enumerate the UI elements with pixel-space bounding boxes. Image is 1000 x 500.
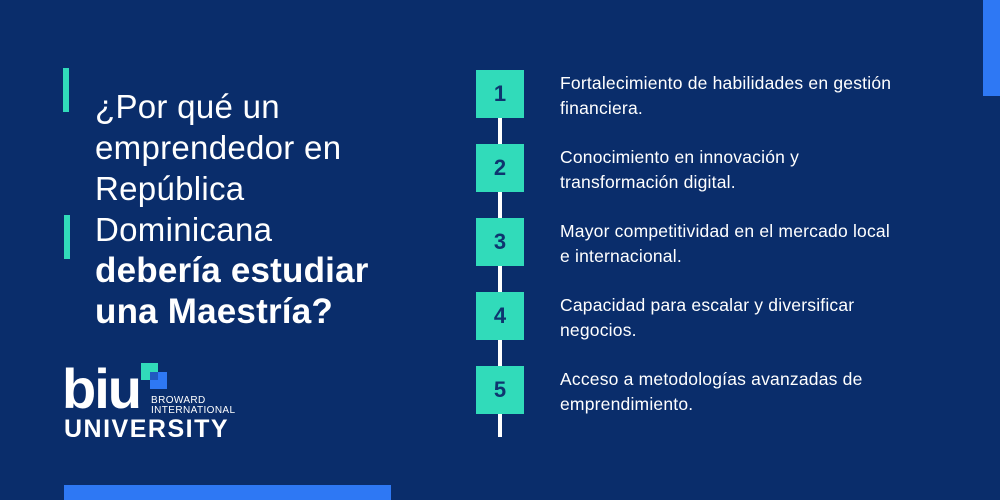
step-4-number: 4 xyxy=(493,303,507,328)
title-line: ¿Por qué un xyxy=(95,88,280,125)
step-3-text: Mayor competitividad en el mercado local… xyxy=(560,219,955,269)
page-title: ¿Por qué un emprendedor en República Dom… xyxy=(95,86,369,332)
step-1-text-line1: Fortalecimiento de habilidades en gestió… xyxy=(560,73,892,93)
step-5-number: 5 xyxy=(493,377,507,402)
step-3-badge: 3 xyxy=(476,218,524,266)
step-4-text-line2: negocios. xyxy=(560,320,637,340)
teal-accent-bar-bottom xyxy=(64,215,70,259)
step-4-badge: 4 xyxy=(476,292,524,340)
title-line: República xyxy=(95,170,245,207)
step-5-text-line1: Acceso a metodologías avanzadas de xyxy=(560,369,863,389)
step-2-text-line2: transformación digital. xyxy=(560,172,736,192)
step-1-badge: 1 xyxy=(476,70,524,118)
logo-acronym: biu xyxy=(62,357,142,420)
step-2-text: Conocimiento en innovación y transformac… xyxy=(560,145,955,195)
step-3-text-line1: Mayor competitividad en el mercado local xyxy=(560,221,890,241)
logo-name-line1: BROWARD xyxy=(151,395,206,406)
teal-accent-bar-top xyxy=(63,68,69,112)
blue-bottom-bar xyxy=(64,485,391,500)
step-2-badge: 2 xyxy=(476,144,524,192)
step-1-text: Fortalecimiento de habilidades en gestió… xyxy=(560,71,955,121)
step-2-text-line1: Conocimiento en innovación y xyxy=(560,147,800,167)
title-line-bold: debería estudiar xyxy=(95,251,369,290)
step-5-badge: 5 xyxy=(476,366,524,414)
step-3-text-line2: e internacional. xyxy=(560,246,682,266)
step-1-number: 1 xyxy=(493,81,507,106)
logo-name-line3: UNIVERSITY xyxy=(64,415,230,443)
blue-corner-bar xyxy=(983,0,1000,96)
title-line-bold: una Maestría? xyxy=(95,292,333,331)
step-2-number: 2 xyxy=(493,155,507,180)
step-4-text: Capacidad para escalar y diversificar ne… xyxy=(560,293,955,343)
step-5-text: Acceso a metodologías avanzadas de empre… xyxy=(560,367,955,417)
logo-squares-overlap xyxy=(150,372,158,380)
step-5-text-line2: emprendimiento. xyxy=(560,394,694,414)
step-3-number: 3 xyxy=(493,229,507,254)
step-4-text-line1: Capacidad para escalar y diversificar xyxy=(560,295,855,315)
logo-name-line2: INTERNATIONAL xyxy=(151,405,236,416)
biu-university-logo: biu BROWARD INTERNATIONAL UNIVERSITY xyxy=(62,357,284,448)
title-line: Dominicana xyxy=(95,211,273,248)
title-line: emprendedor en xyxy=(95,129,342,166)
step-1-text-line2: financiera. xyxy=(560,98,643,118)
